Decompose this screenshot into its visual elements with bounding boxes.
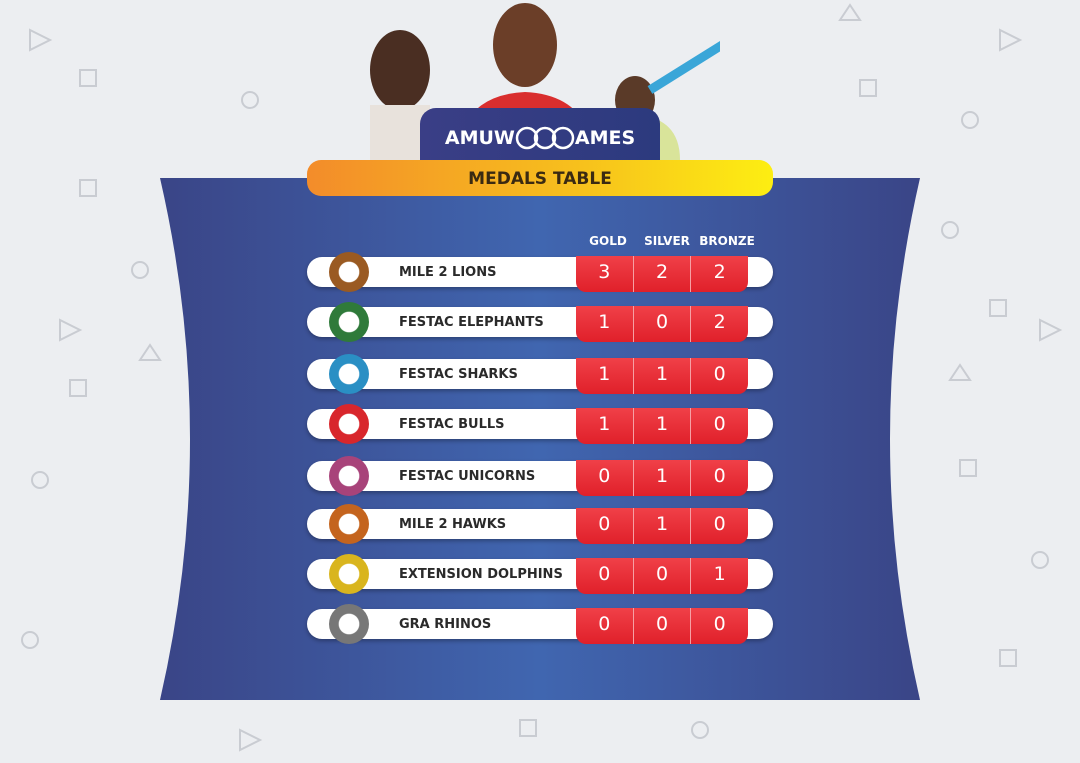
team-name: FESTAC BULLS [399, 417, 505, 432]
table-row: MILE 2 LIONS 3 2 2 [307, 252, 773, 292]
table-row: FESTAC ELEPHANTS 1 0 2 [307, 302, 773, 342]
team-name: EXTENSION DOLPHINS [399, 567, 563, 582]
team-logo-icon [329, 354, 369, 394]
medal-counts: 0 0 1 [576, 558, 748, 594]
medal-counts: 0 1 0 [576, 508, 748, 544]
silver-count: 0 [634, 558, 692, 594]
team-name: MILE 2 HAWKS [399, 517, 507, 532]
gold-count: 3 [576, 256, 634, 292]
table-row: GRA RHINOS 0 0 0 [307, 604, 773, 644]
medal-counts: 1 1 0 [576, 408, 748, 444]
team-logo-icon [329, 302, 369, 342]
gold-count: 1 [576, 306, 634, 342]
amuwo-games-logo: AMUW AMES [420, 126, 660, 150]
team-name: FESTAC UNICORNS [399, 469, 536, 484]
team-logo-icon [329, 604, 369, 644]
silver-count: 1 [634, 408, 692, 444]
gold-count: 0 [576, 558, 634, 594]
silver-count: 0 [634, 608, 692, 644]
table-row: FESTAC SHARKS 1 1 0 [307, 354, 773, 394]
logo-text-right: AMES [574, 127, 636, 149]
bronze-count: 0 [713, 613, 726, 635]
medal-counts: 1 1 0 [576, 358, 748, 394]
silver-count: 0 [634, 306, 692, 342]
logo-text-left: AMUW [444, 127, 515, 149]
bronze-count: 0 [713, 363, 726, 385]
team-logo-icon [329, 252, 369, 292]
medal-counts: 0 0 0 [576, 608, 748, 644]
silver-count: 1 [634, 358, 692, 394]
column-header-gold: GOLD [589, 234, 627, 248]
medal-counts: 1 0 2 [576, 306, 748, 342]
table-row: MILE 2 HAWKS 0 1 0 [307, 504, 773, 544]
table-row: FESTAC UNICORNS 0 1 0 [307, 456, 773, 496]
bronze-count: 0 [713, 413, 726, 435]
bronze-count: 0 [713, 465, 726, 487]
team-logo-icon [329, 456, 369, 496]
silver-count: 1 [634, 508, 692, 544]
medal-counts: 3 2 2 [576, 256, 748, 292]
team-logo-icon [329, 404, 369, 444]
table-row: EXTENSION DOLPHINS 0 0 1 [307, 554, 773, 594]
bronze-count: 0 [713, 513, 726, 535]
gold-count: 0 [576, 508, 634, 544]
team-name: FESTAC ELEPHANTS [399, 315, 544, 330]
medal-counts: 0 1 0 [576, 460, 748, 496]
gold-count: 0 [576, 608, 634, 644]
bronze-count: 2 [713, 261, 726, 283]
silver-count: 2 [634, 256, 692, 292]
team-name: MILE 2 LIONS [399, 265, 497, 280]
bronze-count: 1 [713, 563, 726, 585]
column-header-silver: SILVER [644, 234, 690, 248]
team-name: FESTAC SHARKS [399, 367, 518, 382]
gold-count: 0 [576, 460, 634, 496]
bronze-count: 2 [713, 311, 726, 333]
silver-count: 1 [634, 460, 692, 496]
team-logo-icon [329, 504, 369, 544]
table-row: FESTAC BULLS 1 1 0 [307, 404, 773, 444]
rings-icon [515, 126, 575, 150]
column-header-bronze: BRONZE [699, 234, 755, 248]
team-logo-icon [329, 554, 369, 594]
gold-count: 1 [576, 358, 634, 394]
medals-table-banner: MEDALS TABLE [307, 160, 773, 196]
team-name: GRA RHINOS [399, 617, 492, 632]
gold-count: 1 [576, 408, 634, 444]
